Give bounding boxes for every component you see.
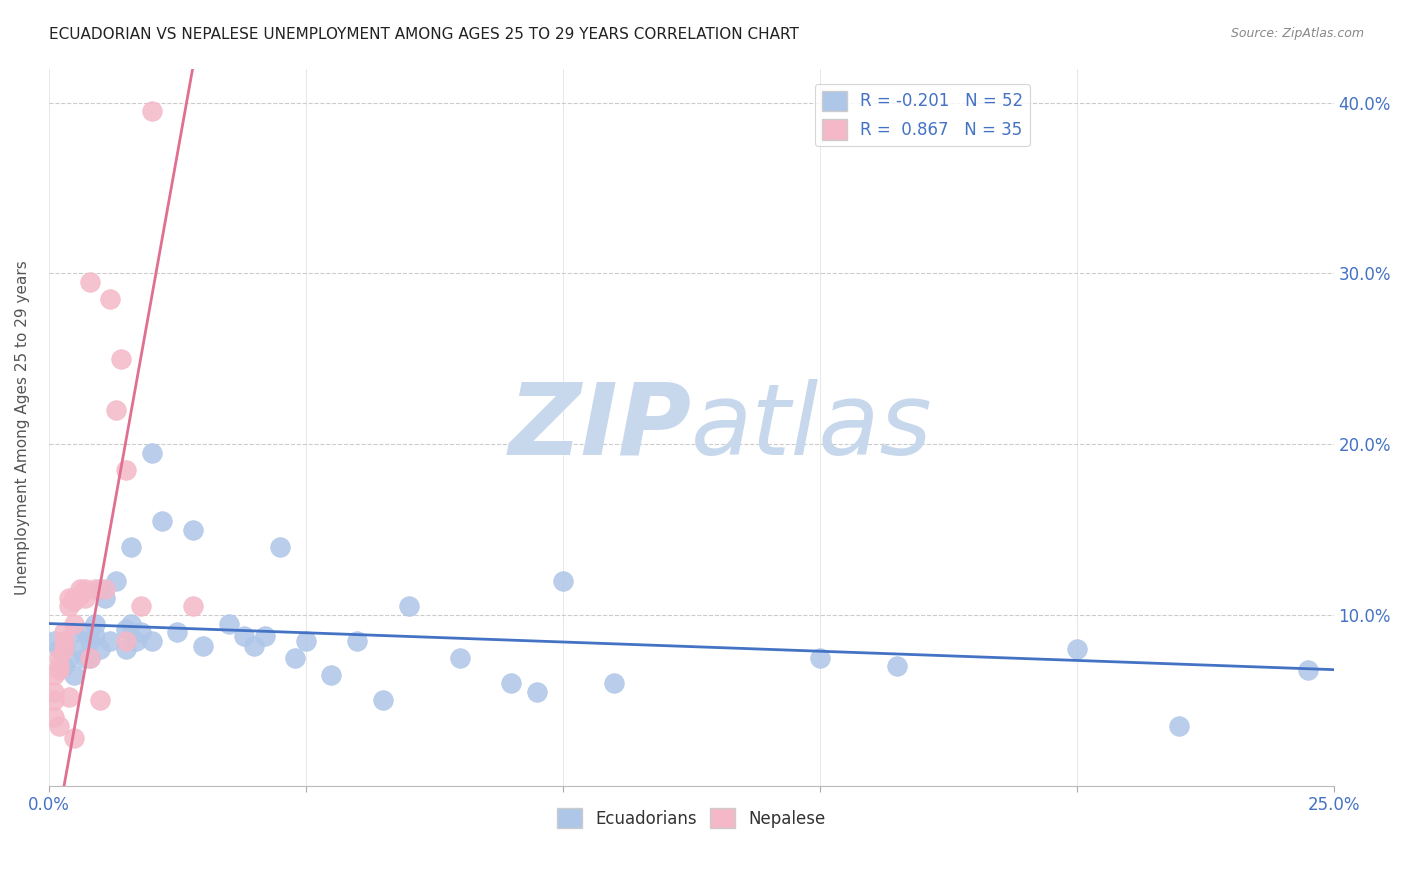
Point bbox=[269, 540, 291, 554]
Point bbox=[129, 599, 152, 614]
Point bbox=[84, 628, 107, 642]
Point bbox=[115, 642, 138, 657]
Point bbox=[53, 659, 76, 673]
Point bbox=[449, 650, 471, 665]
Point bbox=[218, 616, 240, 631]
Point bbox=[53, 633, 76, 648]
Point bbox=[73, 625, 96, 640]
Point bbox=[253, 628, 276, 642]
Point bbox=[346, 633, 368, 648]
Point bbox=[69, 587, 91, 601]
Point bbox=[104, 574, 127, 588]
Point bbox=[53, 642, 76, 657]
Point bbox=[94, 591, 117, 605]
Point bbox=[294, 633, 316, 648]
Point bbox=[1066, 642, 1088, 657]
Point bbox=[48, 642, 70, 657]
Point bbox=[42, 685, 65, 699]
Point bbox=[53, 639, 76, 653]
Point bbox=[166, 625, 188, 640]
Text: ECUADORIAN VS NEPALESE UNEMPLOYMENT AMONG AGES 25 TO 29 YEARS CORRELATION CHART: ECUADORIAN VS NEPALESE UNEMPLOYMENT AMON… bbox=[49, 27, 799, 42]
Point bbox=[94, 582, 117, 597]
Point bbox=[371, 693, 394, 707]
Point bbox=[398, 599, 420, 614]
Point bbox=[89, 582, 111, 597]
Text: ZIP: ZIP bbox=[508, 378, 692, 475]
Point bbox=[42, 693, 65, 707]
Point bbox=[48, 719, 70, 733]
Point bbox=[53, 625, 76, 640]
Point bbox=[1168, 719, 1191, 733]
Point bbox=[48, 650, 70, 665]
Point bbox=[808, 650, 831, 665]
Point bbox=[73, 591, 96, 605]
Point bbox=[191, 639, 214, 653]
Point bbox=[63, 625, 86, 640]
Point bbox=[181, 599, 204, 614]
Point bbox=[104, 403, 127, 417]
Point bbox=[125, 633, 148, 648]
Legend: Ecuadorians, Nepalese: Ecuadorians, Nepalese bbox=[550, 801, 832, 835]
Point bbox=[150, 514, 173, 528]
Point bbox=[42, 633, 65, 648]
Point bbox=[63, 731, 86, 745]
Point bbox=[58, 650, 80, 665]
Point bbox=[100, 292, 122, 306]
Text: Source: ZipAtlas.com: Source: ZipAtlas.com bbox=[1230, 27, 1364, 40]
Point bbox=[603, 676, 626, 690]
Point bbox=[79, 650, 101, 665]
Point bbox=[501, 676, 523, 690]
Point bbox=[79, 633, 101, 648]
Y-axis label: Unemployment Among Ages 25 to 29 years: Unemployment Among Ages 25 to 29 years bbox=[15, 260, 30, 595]
Point bbox=[886, 659, 908, 673]
Point bbox=[48, 659, 70, 673]
Point bbox=[115, 463, 138, 477]
Point bbox=[120, 540, 142, 554]
Point bbox=[526, 685, 548, 699]
Point bbox=[42, 710, 65, 724]
Point bbox=[115, 622, 138, 636]
Point bbox=[42, 667, 65, 681]
Point bbox=[89, 693, 111, 707]
Point bbox=[69, 642, 91, 657]
Point bbox=[73, 582, 96, 597]
Point bbox=[233, 628, 256, 642]
Point bbox=[58, 690, 80, 704]
Point bbox=[73, 650, 96, 665]
Point bbox=[79, 275, 101, 289]
Point bbox=[243, 639, 266, 653]
Point bbox=[79, 650, 101, 665]
Point bbox=[110, 351, 132, 366]
Point bbox=[141, 446, 163, 460]
Point bbox=[58, 599, 80, 614]
Text: atlas: atlas bbox=[692, 378, 932, 475]
Point bbox=[551, 574, 574, 588]
Point bbox=[63, 667, 86, 681]
Point bbox=[63, 591, 86, 605]
Point bbox=[100, 633, 122, 648]
Point bbox=[84, 582, 107, 597]
Point bbox=[89, 642, 111, 657]
Point bbox=[141, 104, 163, 119]
Point bbox=[58, 591, 80, 605]
Point bbox=[120, 616, 142, 631]
Point bbox=[1296, 663, 1319, 677]
Point bbox=[115, 633, 138, 648]
Point bbox=[181, 523, 204, 537]
Point bbox=[48, 663, 70, 677]
Point bbox=[63, 616, 86, 631]
Point bbox=[129, 625, 152, 640]
Point bbox=[321, 667, 343, 681]
Point bbox=[141, 633, 163, 648]
Point bbox=[284, 650, 307, 665]
Point bbox=[63, 594, 86, 608]
Point bbox=[84, 616, 107, 631]
Point bbox=[69, 582, 91, 597]
